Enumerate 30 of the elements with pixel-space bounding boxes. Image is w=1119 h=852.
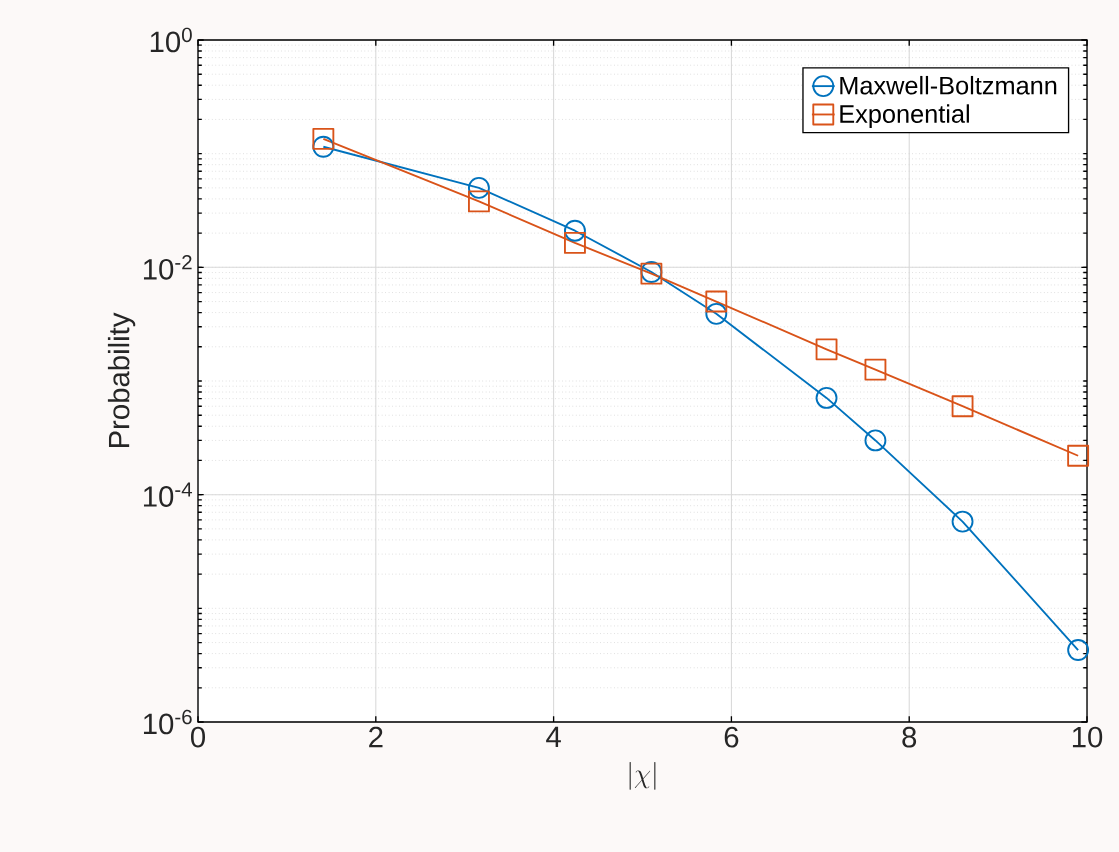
x-tick-label: 2: [369, 726, 383, 748]
point: [1067, 444, 1090, 467]
x-tick-label: 10: [1072, 726, 1103, 748]
y-tick-label: 10$^{-2}$: [143, 255, 192, 280]
legend-label: Exponential: [840, 104, 969, 128]
y-tick-label: 10$^{-4}$: [143, 482, 193, 507]
y-tick-label: 10$^{0}$: [150, 27, 192, 53]
x-tick-label: 8: [902, 726, 917, 748]
point: [1067, 639, 1090, 661]
point: [467, 176, 490, 199]
x-axis-title: $|\chi|$: [629, 761, 656, 790]
y-tick-label: 10$^{-6}$: [143, 709, 192, 735]
legend-label: Maxwell-Boltzmann: [840, 75, 1057, 95]
point: [864, 429, 887, 452]
point: [705, 290, 728, 313]
point: [564, 231, 586, 254]
x-tick-label: 4: [546, 726, 561, 747]
point: [864, 358, 887, 381]
point: [564, 219, 586, 242]
x-tick-label: 6: [724, 726, 739, 748]
point: [951, 395, 974, 418]
point: [467, 190, 490, 213]
point: [951, 510, 974, 533]
x-tick-label: 0: [191, 726, 206, 748]
point: [312, 135, 335, 158]
point: [705, 302, 728, 325]
point: [815, 338, 838, 361]
y-axis-title: Probability: [107, 312, 136, 448]
point: [312, 127, 335, 150]
point: [815, 386, 838, 409]
